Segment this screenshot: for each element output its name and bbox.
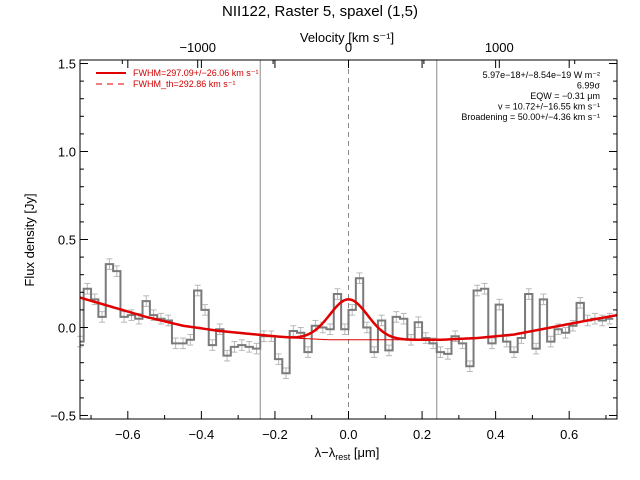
- top-tick-label: −1000: [179, 40, 216, 55]
- top-tick-label: 0: [345, 40, 352, 55]
- legend-label: FWHM=297.09+/−26.06 km s⁻¹: [133, 68, 259, 78]
- x-tick-label: −0.4: [189, 427, 215, 442]
- x-axis-label-unit: [μm]: [350, 445, 379, 460]
- y-axis-ticks: −0.5 0.0 0.5 1.0 1.5: [50, 57, 617, 423]
- legend: FWHM=297.09+/−26.06 km s⁻¹FWHM_th=292.86…: [96, 68, 259, 89]
- y-axis-label: Flux density [Jy]: [22, 193, 37, 286]
- x-tick-label: 0.6: [560, 427, 578, 442]
- x-axis-label-main: λ−λ: [315, 445, 336, 460]
- annotation-text: Broadening = 50.00+/−4.36 km s⁻¹: [461, 112, 600, 122]
- top-tick-label: 1000: [485, 40, 514, 55]
- gaussian-fit-line: [79, 296, 618, 342]
- top-axis-ticks: −1000 0 1000: [121, 40, 576, 68]
- y-tick-label: −0.5: [50, 408, 76, 423]
- x-tick-label: 0.0: [339, 427, 357, 442]
- x-axis-label: λ−λrest [μm]: [315, 445, 380, 462]
- annotation-text: v = 10.72+/−16.55 km s⁻¹: [498, 102, 600, 112]
- y-tick-label: 1.0: [58, 145, 76, 160]
- y-tick-label: 0.5: [58, 233, 76, 248]
- y-tick-label: 0.0: [58, 320, 76, 335]
- x-tick-label: 0.2: [413, 427, 431, 442]
- reference-lines: [259, 60, 438, 419]
- top-axis-label: Velocity [km s⁻¹]: [300, 30, 394, 45]
- x-tick-label: −0.6: [115, 427, 141, 442]
- x-tick-label: 0.4: [487, 427, 505, 442]
- annotation-text: EQW = −0.31 μm: [530, 91, 600, 101]
- annotation-text: 6.99σ: [577, 81, 601, 91]
- chart-title: NII122, Raster 5, spaxel (1,5): [222, 3, 418, 20]
- x-axis-label-subscript: rest: [335, 452, 351, 462]
- x-tick-label: −0.2: [262, 427, 288, 442]
- y-tick-label: 1.5: [58, 57, 76, 72]
- annotation-text: 5.97e−18+/−8.54e−19 W m⁻²: [483, 70, 600, 80]
- fit-curves: [79, 296, 618, 342]
- legend-label: FWHM_th=292.86 km s⁻¹: [133, 79, 236, 89]
- x-axis-ticks: −0.6 −0.4 −0.2 0.0 0.2 0.4 0.6: [90, 60, 607, 442]
